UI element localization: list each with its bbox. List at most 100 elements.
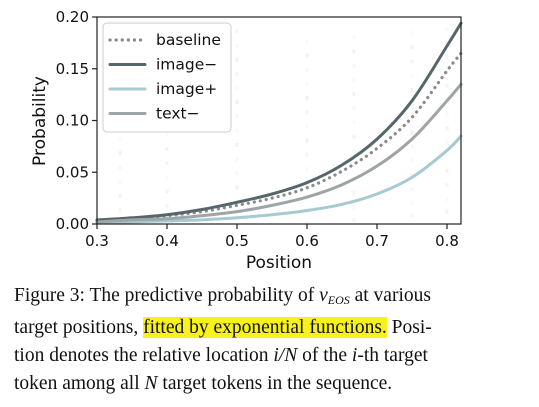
legend-label: image+ [156, 80, 217, 98]
scatter-point [306, 125, 309, 129]
x-tick-label: 0.3 [85, 232, 109, 250]
scatter-point [411, 60, 414, 64]
x-tick-label: 0.8 [435, 232, 459, 250]
highlighted-text: fitted by exponential functions. [143, 317, 387, 338]
scatter-point [306, 96, 309, 100]
scatter-point [166, 147, 169, 151]
probability-chart: 0.000.050.100.150.20 0.3 0.4 0.5 0.6 0.7 0.8 … [0, 0, 539, 280]
scatter-point [411, 130, 414, 134]
scatter-point [306, 153, 309, 157]
scatter-point [446, 209, 449, 213]
caption-text: target tokens in the sequence. [158, 373, 393, 394]
legend-label: image− [156, 56, 217, 74]
scatter-point [119, 151, 122, 155]
caption-text: token among all [14, 373, 145, 394]
scatter-point [306, 68, 309, 72]
scatter-point [411, 201, 414, 205]
scatter-point [352, 64, 355, 68]
y-tick-label: 0.10 [56, 112, 89, 130]
y-tick-label: 0.00 [56, 215, 89, 233]
y-tick-label: 0.05 [56, 163, 89, 181]
scatter-point [306, 82, 309, 86]
scatter-point [306, 139, 309, 143]
y-tick-label: 0.15 [56, 60, 89, 78]
y-axis-label: Probability [30, 76, 50, 166]
figure-caption: Figure 3: The predictive probability of … [14, 282, 530, 398]
scatter-point [446, 112, 449, 116]
scatter-point [306, 167, 309, 171]
scatter-point [352, 106, 355, 110]
scatter-point [446, 84, 449, 88]
scatter-point [352, 35, 355, 39]
x-axis-label: Position [246, 253, 312, 273]
scatter-point [352, 49, 355, 53]
scatter-point [446, 126, 449, 130]
x-tick-label: 0.5 [225, 232, 249, 250]
scatter-point [306, 39, 309, 43]
caption-text: -th target [357, 345, 428, 366]
scatter-point [166, 175, 169, 179]
scatter-point [166, 204, 169, 208]
scatter-point [411, 159, 414, 163]
scatter-point [236, 143, 239, 147]
scatter-point [236, 129, 239, 133]
scatter-point [352, 191, 355, 195]
caption-text: at various [350, 285, 431, 306]
caption-line-3: tion denotes the relative location i/N o… [14, 342, 530, 370]
math-i-over-n: i/N [273, 345, 297, 366]
scatter-point [446, 155, 449, 159]
scatter-point [236, 100, 239, 104]
scatter-point [119, 194, 122, 198]
scatter-point [236, 185, 239, 189]
scatter-point [236, 58, 239, 62]
math-v-eos: vEOS [319, 285, 350, 306]
x-tick-label: 0.7 [365, 232, 389, 250]
scatter-point [236, 171, 239, 175]
caption-text: of the [297, 345, 352, 366]
scatter-point [352, 92, 355, 96]
legend: baseline image− image+ text− [103, 23, 231, 132]
scatter-point [446, 140, 449, 144]
scatter-point [411, 74, 414, 78]
caption-text: Figure 3: The predictive probability of [14, 285, 319, 306]
series-line-image [97, 136, 461, 223]
scatter-point [306, 110, 309, 114]
scatter-point [119, 165, 122, 169]
scatter-point [236, 86, 239, 90]
scatter-point [119, 208, 122, 212]
legend-label: baseline [156, 31, 221, 49]
x-tick-label: 0.6 [295, 232, 319, 250]
scatter-point [236, 29, 239, 33]
scatter-point [166, 161, 169, 165]
scatter-point [352, 135, 355, 139]
x-tick-label: 0.4 [155, 232, 179, 250]
scatter-point [236, 114, 239, 118]
scatter-point [236, 72, 239, 76]
scatter-point [446, 55, 449, 59]
scatter-point [411, 88, 414, 92]
caption-line-1: Figure 3: The predictive probability of … [14, 282, 530, 314]
y-axis-ticks: 0.00 0.05 0.10 0.15 0.20 [56, 8, 97, 233]
caption-line-4: token among all N target tokens in the s… [14, 370, 530, 398]
scatter-point [411, 214, 414, 218]
scatter-point [352, 205, 355, 209]
scatter-point [446, 197, 449, 201]
scatter-point [446, 183, 449, 187]
scatter-point [119, 179, 122, 183]
scatter-point [166, 133, 169, 137]
legend-label: text− [156, 105, 200, 123]
caption-line-2: target positions, fitted by exponential … [14, 314, 530, 342]
math-n: N [145, 373, 158, 394]
scatter-point [446, 27, 449, 31]
y-tick-label: 0.20 [56, 8, 89, 26]
caption-text: Posi- [387, 317, 432, 338]
scatter-point [411, 187, 414, 191]
caption-text: target positions, [14, 317, 143, 338]
scatter-point [236, 44, 239, 48]
scatter-point [306, 54, 309, 58]
scatter-point [411, 145, 414, 149]
scatter-point [446, 169, 449, 173]
x-axis-ticks: 0.3 0.4 0.5 0.6 0.7 0.8 [85, 224, 459, 250]
caption-text: tion denotes the relative location [14, 345, 273, 366]
scatter-point [352, 149, 355, 153]
